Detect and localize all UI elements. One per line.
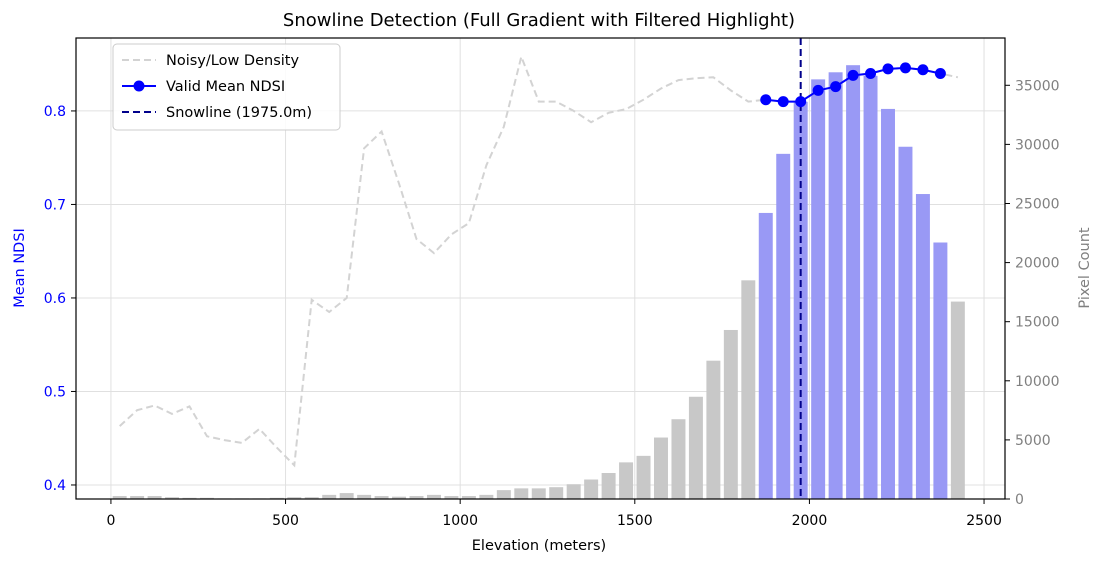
noisy-count-bar (339, 493, 354, 499)
y-left-tick-label: 0.8 (44, 104, 66, 120)
plot-frame (75, 37, 1006, 500)
y-axis-right-label: Pixel Count (1077, 227, 1093, 309)
legend-valid-marker (133, 80, 145, 92)
y-right-tick-label: 0 (1015, 492, 1024, 508)
noisy-count-bar (531, 488, 546, 499)
noisy-count-bar (409, 496, 424, 499)
ndsi-lines (119, 38, 959, 499)
y-right-tick-label: 35000 (1015, 78, 1060, 94)
noisy-count-bar (147, 496, 162, 499)
x-tick-label: 1000 (442, 513, 478, 529)
noisy-count-bar (566, 484, 581, 499)
valid-count-bar (828, 72, 843, 500)
valid-count-bar (793, 101, 808, 499)
valid-count-bar (933, 242, 948, 499)
noisy-count-bar (357, 494, 372, 499)
legend-valid-label: Valid Mean NDSI (166, 79, 285, 95)
noisy-count-bar (619, 462, 634, 499)
noisy-count-bar (461, 496, 476, 499)
noisy-ndsi-line (119, 53, 959, 468)
noisy-count-bar (112, 496, 127, 499)
noisy-count-bar (479, 494, 494, 499)
noisy-count-bar (444, 496, 459, 499)
y-left-tick-label: 0.5 (44, 384, 66, 400)
noisy-count-bar (636, 455, 651, 499)
y-right-tick-label: 10000 (1015, 374, 1060, 390)
y-axis-left-label: Mean NDSI (12, 228, 28, 308)
valid-ndsi-point (882, 63, 894, 75)
legend-snowline-label: Snowline (1975.0m) (166, 105, 312, 121)
valid-ndsi-point (760, 94, 772, 106)
noisy-count-bar (165, 497, 180, 499)
noisy-count-bar (584, 479, 599, 499)
y-right-tick-label: 25000 (1015, 196, 1060, 212)
noisy-count-bar (688, 396, 703, 499)
valid-ndsi-point (917, 64, 929, 76)
x-tick-label: 500 (272, 513, 299, 529)
y-right-tick-label: 20000 (1015, 256, 1060, 272)
noisy-count-bar (287, 497, 302, 499)
x-tick-label: 0 (106, 513, 115, 529)
valid-ndsi-point (812, 84, 824, 96)
valid-count-bar (758, 212, 773, 499)
noisy-count-bar (426, 494, 441, 499)
valid-ndsi-point (899, 62, 911, 74)
valid-count-bar (846, 65, 861, 499)
noisy-count-bar (654, 437, 668, 499)
noisy-count-bar (950, 301, 965, 499)
axes: 0 500 1000 1500 2000 2500 0.4 0.5 0.6 0.7 0.8 0 5000… (44, 37, 1060, 529)
noisy-count-bar (514, 488, 529, 499)
valid-count-bar (863, 75, 878, 500)
valid-count-bar (811, 79, 826, 499)
legend: Noisy/Low Density Valid Mean NDSI Snowline… (112, 43, 341, 131)
valid-count-bar (881, 108, 895, 499)
valid-count-bar (915, 194, 930, 499)
noisy-count-bar (671, 419, 686, 499)
valid-ndsi-point (795, 96, 807, 108)
valid-ndsi-point (934, 68, 946, 80)
x-axis-label: Elevation (meters) (472, 538, 606, 554)
valid-ndsi-point (847, 69, 859, 81)
noisy-count-bar (130, 496, 145, 499)
valid-ndsi-point (830, 81, 842, 93)
chart-title: Snowline Detection (Full Gradient with F… (283, 10, 795, 31)
noisy-count-bar (374, 496, 389, 499)
y-right-tick-label: 5000 (1015, 433, 1051, 449)
valid-ndsi-point (777, 96, 789, 108)
x-tick-label: 2000 (792, 513, 828, 529)
valid-count-bar (898, 146, 913, 499)
pixel-count-bars (112, 65, 965, 500)
noisy-count-bar (706, 360, 721, 499)
noisy-count-bar (741, 280, 756, 499)
noisy-count-bar (549, 487, 564, 499)
noisy-count-bar (496, 490, 511, 499)
noisy-count-bar (601, 472, 616, 499)
x-tick-label: 1500 (617, 513, 653, 529)
noisy-count-bar (304, 497, 319, 499)
legend-noisy-label: Noisy/Low Density (166, 53, 299, 69)
y-left-tick-label: 0.4 (44, 478, 66, 494)
y-right-tick-label: 15000 (1015, 315, 1060, 331)
y-left-tick-label: 0.7 (44, 197, 66, 213)
valid-ndsi-point (865, 68, 877, 80)
noisy-count-bar (723, 329, 738, 499)
x-tick-label: 2500 (966, 513, 1002, 529)
valid-count-bar (776, 153, 791, 500)
noisy-count-bar (392, 496, 407, 499)
legend-box (112, 43, 341, 131)
noisy-count-bar (322, 494, 337, 499)
y-right-tick-label: 30000 (1015, 137, 1060, 153)
y-left-tick-label: 0.6 (44, 291, 66, 307)
